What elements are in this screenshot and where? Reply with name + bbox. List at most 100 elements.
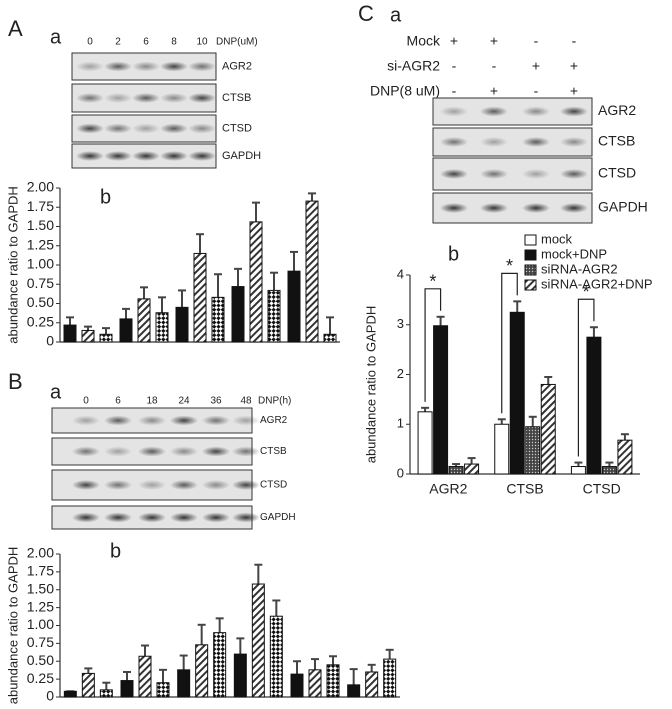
legend-swatch <box>524 249 537 261</box>
bar <box>138 655 152 698</box>
blot-row-label: GAPDH <box>260 512 296 523</box>
bar <box>120 680 134 698</box>
blot-band <box>480 169 508 179</box>
x-tick-label: CTSD <box>583 481 621 497</box>
blot-band <box>160 151 188 161</box>
bar <box>570 466 586 475</box>
blot-band <box>104 446 132 457</box>
lane-unit: DNP(uM) <box>216 37 258 48</box>
bar <box>269 615 283 698</box>
legend-label: siRNA-AGR2+DNP <box>541 276 653 291</box>
bar <box>137 298 151 343</box>
panel-letter: B <box>8 369 23 394</box>
condition-sign: - <box>492 58 497 74</box>
blot-band <box>104 512 132 523</box>
lane-label: 0 <box>83 396 89 407</box>
blot-row-label: AGR2 <box>222 60 252 72</box>
y-tick-label: 0 <box>397 465 404 480</box>
y-tick-label: 1.50 <box>27 580 54 596</box>
bar <box>433 325 449 475</box>
blot-band <box>188 151 216 161</box>
bar <box>267 289 281 343</box>
bar <box>195 644 209 698</box>
y-tick-label: 1.25 <box>27 236 54 252</box>
y-tick-label: 0 <box>46 688 54 704</box>
y-tick-label: 0.50 <box>27 294 54 310</box>
blot-band <box>72 415 100 426</box>
bar <box>601 466 617 475</box>
y-tick-label: 1.50 <box>27 217 54 233</box>
blot-band <box>170 446 198 457</box>
bar <box>290 673 304 698</box>
bar <box>308 669 322 698</box>
y-tick-label: 0 <box>46 333 54 349</box>
panel-letter: b <box>110 540 121 562</box>
blot-band <box>202 446 230 457</box>
y-tick-label: 1.00 <box>27 256 54 272</box>
blot-band <box>76 61 104 72</box>
condition-sign: + <box>532 58 540 74</box>
lane-label: 48 <box>240 396 252 407</box>
y-axis-label: abundance ratio to GAPDH <box>5 186 20 344</box>
blot-band <box>170 512 198 523</box>
bar <box>509 311 525 475</box>
bar <box>193 252 207 343</box>
blot-band <box>560 106 588 117</box>
y-tick-label: 2.00 <box>27 545 54 561</box>
y-tick-label: 3 <box>397 316 404 331</box>
blot-band <box>138 512 166 523</box>
blot-band <box>138 480 166 490</box>
blot-band <box>104 123 132 134</box>
significance-mark: * <box>506 256 513 276</box>
blot-band <box>560 169 588 179</box>
panel-letter: C <box>358 1 374 26</box>
lane-label: 8 <box>171 37 177 48</box>
y-tick-label: 0.75 <box>27 634 54 650</box>
blot-band <box>104 61 132 72</box>
blot-band <box>104 480 132 490</box>
bar <box>617 439 633 475</box>
y-tick-label: 4 <box>397 266 404 281</box>
blot-band <box>440 137 468 147</box>
blot-band <box>440 106 468 117</box>
blot-band <box>160 93 188 103</box>
y-tick-label: 0.25 <box>27 313 54 329</box>
bar <box>177 669 191 698</box>
legend-label: mock+DNP <box>541 246 607 261</box>
blot-band <box>480 106 508 117</box>
bar <box>231 286 245 343</box>
condition-sign: - <box>572 33 577 49</box>
y-tick-label: 0.75 <box>27 275 54 291</box>
bar <box>540 383 556 475</box>
blot-band <box>132 123 160 134</box>
blot-band <box>132 151 160 161</box>
bar <box>119 318 133 343</box>
panel-letter: a <box>390 4 402 26</box>
y-tick-label: 1 <box>397 416 404 431</box>
blot-row-label: CTSB <box>222 92 251 104</box>
bar <box>586 336 602 475</box>
bar <box>155 312 169 343</box>
condition-sign: + <box>570 83 578 99</box>
blot-row-label: AGR2 <box>260 415 288 426</box>
bar <box>448 466 464 475</box>
bar <box>525 426 541 475</box>
blot-band <box>138 415 166 426</box>
bar <box>99 689 113 698</box>
lane-label: 36 <box>210 396 222 407</box>
significance-bracket <box>501 272 518 414</box>
blot-band <box>232 415 260 426</box>
y-tick-label: 0.50 <box>27 652 54 668</box>
blot-row-label: GAPDH <box>598 199 648 215</box>
blot-band <box>132 61 160 72</box>
bar <box>81 329 95 343</box>
condition-label: si-AGR2 <box>387 58 440 74</box>
y-tick-label: 1.75 <box>27 563 54 579</box>
y-axis-label: abundance ratio to GAPDH <box>5 547 20 705</box>
blot-band <box>560 203 588 213</box>
blot-band <box>188 123 216 134</box>
blot-band <box>72 480 100 490</box>
blot-band <box>104 151 132 161</box>
blot-row-label: GAPDH <box>222 150 261 162</box>
